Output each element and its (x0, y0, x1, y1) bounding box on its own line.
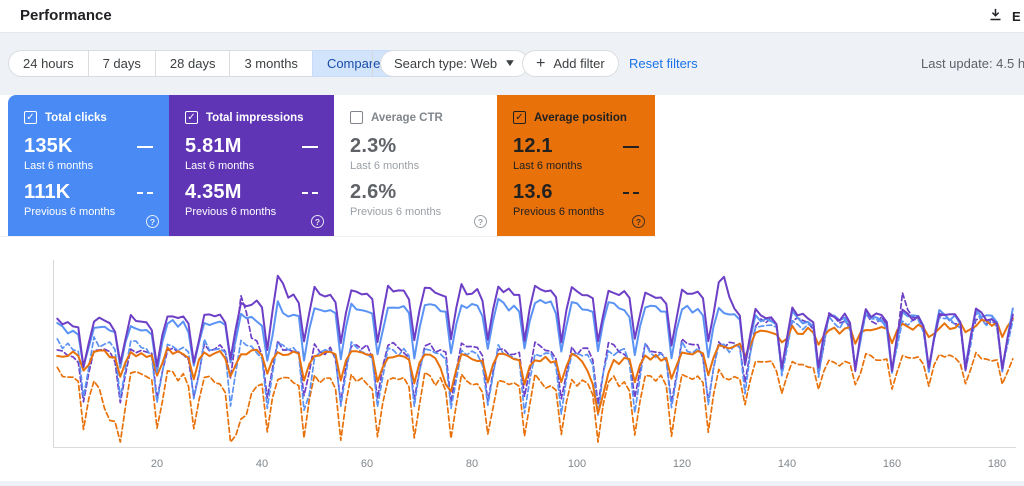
card-value-current: 2.3% (350, 135, 397, 157)
card-value-previous: 4.35M (185, 181, 242, 203)
tab-label: Compare (326, 56, 381, 71)
svg-text:40: 40 (256, 458, 268, 470)
card-value-current: 12.1 (513, 135, 553, 157)
svg-text:60: 60 (361, 458, 373, 470)
export-button[interactable]: E (988, 0, 1024, 33)
help-icon[interactable]: ? (474, 215, 487, 228)
card-period-current: Last 6 months (24, 160, 94, 172)
top-header-bar: Performance E (0, 0, 1024, 33)
tab-24-hours[interactable]: 24 hours (8, 50, 89, 77)
card-label: Average CTR (371, 111, 443, 124)
tab-label: 28 days (169, 56, 216, 71)
checkbox-total-impressions[interactable]: ✓ (185, 111, 198, 124)
plus-icon: + (536, 54, 546, 72)
card-period-current: Last 6 months (350, 160, 420, 172)
card-label: Total impressions (206, 111, 304, 124)
help-icon[interactable]: ? (311, 215, 324, 228)
chart-canvas[interactable]: 20 40 60 80 100 120 140 160 180 (0, 236, 1024, 481)
tab-label: 3 months (244, 56, 298, 71)
page-title: Performance (20, 7, 112, 24)
add-filter-label: Add filter (553, 56, 605, 71)
checkbox-average-position[interactable]: ✓ (513, 111, 526, 124)
check-icon: ✓ (26, 111, 35, 123)
help-icon[interactable]: ? (146, 215, 159, 228)
help-icon[interactable]: ? (632, 215, 645, 228)
svg-text:120: 120 (673, 458, 691, 470)
card-label: Total clicks (45, 111, 107, 124)
card-period-current: Last 6 months (513, 160, 583, 172)
toolbar-divider (372, 50, 373, 77)
check-icon: ✓ (187, 111, 196, 123)
solid-line-icon (137, 145, 153, 148)
checkbox-average-ctr[interactable]: ✓ (350, 111, 363, 124)
search-type-label: Search type: Web (394, 56, 498, 71)
export-button-label: E (1012, 9, 1021, 24)
filter-toolbar: 24 hours 7 days 28 days 3 months Compare… (0, 34, 1024, 95)
search-type-dropdown[interactable]: Search type: Web ▼ (380, 50, 529, 77)
dashed-line-icon (623, 191, 639, 194)
svg-text:160: 160 (883, 458, 901, 470)
date-range-tab-group: 24 hours 7 days 28 days 3 months Compare… (8, 50, 414, 77)
card-value-previous: 2.6% (350, 181, 397, 203)
svg-text:80: 80 (466, 458, 478, 470)
cards-chart-divider (0, 236, 655, 237)
checkbox-total-clicks[interactable]: ✓ (24, 111, 37, 124)
card-value-current: 135K (24, 135, 73, 157)
svg-text:180: 180 (988, 458, 1006, 470)
last-update-text: Last update: 4.5 h (921, 56, 1024, 71)
tab-label: 7 days (102, 56, 141, 71)
solid-line-icon (302, 145, 318, 148)
performance-panel: ✓ Total clicks 135K Last 6 months 111K P… (0, 95, 1024, 481)
dashed-line-icon (137, 191, 153, 194)
metric-card-average-ctr[interactable]: ✓ Average CTR 2.3% Last 6 months 2.6% Pr… (334, 95, 497, 236)
dashed-line-icon (302, 191, 318, 194)
tab-7-days[interactable]: 7 days (87, 50, 156, 77)
check-icon: ✓ (515, 111, 524, 123)
download-icon (988, 7, 1003, 27)
reset-filters-link[interactable]: Reset filters (629, 56, 698, 71)
card-label: Average position (534, 111, 627, 124)
performance-chart[interactable]: 20 40 60 80 100 120 140 160 180 (0, 236, 1024, 481)
card-period-previous: Previous 6 months (24, 206, 116, 218)
metric-card-average-position[interactable]: ✓ Average position 12.1 Last 6 months 13… (497, 95, 655, 236)
card-period-current: Last 6 months (185, 160, 255, 172)
svg-text:100: 100 (568, 458, 586, 470)
svg-text:140: 140 (778, 458, 796, 470)
add-filter-button[interactable]: + Add filter (522, 50, 619, 77)
svg-text:20: 20 (151, 458, 163, 470)
chevron-down-icon: ▼ (503, 57, 517, 69)
tab-label: 24 hours (23, 56, 74, 71)
card-period-previous: Previous 6 months (350, 206, 442, 218)
card-period-previous: Previous 6 months (185, 206, 277, 218)
metric-card-total-impressions[interactable]: ✓ Total impressions 5.81M Last 6 months … (169, 95, 334, 236)
card-period-previous: Previous 6 months (513, 206, 605, 218)
card-value-previous: 111K (24, 181, 71, 203)
solid-line-icon (623, 145, 639, 148)
tab-28-days[interactable]: 28 days (154, 50, 231, 77)
tab-3-months[interactable]: 3 months (229, 50, 313, 77)
card-value-current: 5.81M (185, 135, 242, 157)
card-value-previous: 13.6 (513, 181, 553, 203)
metric-card-total-clicks[interactable]: ✓ Total clicks 135K Last 6 months 111K P… (8, 95, 169, 236)
